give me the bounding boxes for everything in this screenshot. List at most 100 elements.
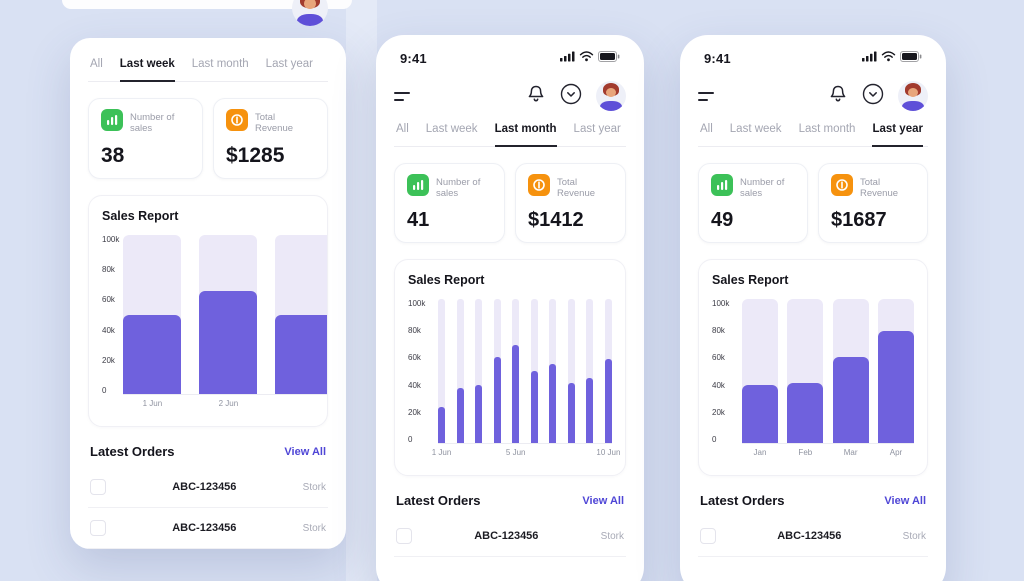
chart-bar-track bbox=[567, 299, 575, 443]
tab-last-week[interactable]: Last week bbox=[425, 123, 478, 135]
tab-last-year[interactable]: Last year bbox=[265, 58, 313, 70]
y-tick-label: 60k bbox=[712, 353, 725, 363]
y-tick-label: 0 bbox=[712, 434, 717, 444]
sales-stat-card[interactable]: Number of sales 38 bbox=[88, 98, 203, 179]
bell-icon[interactable] bbox=[828, 84, 848, 109]
sales-stat-card[interactable]: Number of sales 49 bbox=[698, 163, 808, 243]
chart-bar-fill bbox=[123, 314, 182, 394]
avatar[interactable] bbox=[898, 81, 928, 111]
avatar bbox=[292, 0, 328, 26]
tab-last-week[interactable]: Last week bbox=[729, 123, 782, 135]
avatar-body bbox=[297, 13, 323, 26]
table-row[interactable]: ABC-123456 Stork bbox=[88, 508, 328, 549]
x-tick-label: 1 Jun bbox=[431, 448, 452, 457]
chart-bar-fill bbox=[549, 363, 557, 443]
tab-last-month[interactable]: Last month bbox=[798, 123, 856, 135]
order-id: ABC-123456 bbox=[172, 481, 237, 493]
background-stripe bbox=[346, 0, 377, 581]
chart-bar-track bbox=[438, 299, 445, 443]
chart-bar-track bbox=[475, 299, 483, 443]
sales-bars-icon bbox=[711, 174, 733, 201]
chevron-circle-icon[interactable] bbox=[862, 83, 884, 110]
tab-all[interactable]: All bbox=[396, 123, 409, 135]
latest-orders-title: Latest Orders bbox=[700, 493, 785, 508]
order-checkbox[interactable] bbox=[396, 528, 412, 544]
x-tick-label: Mar bbox=[843, 448, 858, 457]
table-row[interactable]: ABC-123456 Stork bbox=[698, 516, 928, 557]
sales-stat-label: Number of sales bbox=[130, 111, 175, 134]
table-row[interactable]: ABC-123456 Stork bbox=[88, 467, 328, 508]
y-tick-label: 20k bbox=[712, 407, 725, 417]
wifi-icon bbox=[881, 49, 896, 67]
chart-bar: 1 Jun bbox=[123, 235, 182, 408]
sales-stat-card[interactable]: Number of sales 41 bbox=[394, 163, 505, 243]
tab-last-week[interactable]: Last week bbox=[119, 58, 175, 82]
view-all-link[interactable]: View All bbox=[582, 494, 624, 507]
revenue-stat-value: $1687 bbox=[831, 209, 887, 231]
signal-icon bbox=[560, 49, 575, 67]
sales-stat-value: 38 bbox=[101, 144, 125, 167]
latest-orders-section: Latest Orders View All ABC-123456 Stork bbox=[698, 491, 928, 557]
y-tick-label: 100k bbox=[712, 299, 730, 308]
chart-bar-fill bbox=[512, 345, 520, 443]
status-time: 9:41 bbox=[704, 50, 731, 66]
chart-bar-fill bbox=[832, 356, 869, 443]
chart-bar: Mar bbox=[832, 299, 869, 457]
chevron-circle-icon[interactable] bbox=[560, 83, 582, 110]
status-bar: 9:41 bbox=[394, 45, 626, 71]
tab-last-year[interactable]: Last year bbox=[872, 123, 923, 147]
view-all-link[interactable]: View All bbox=[284, 445, 326, 458]
view-all-link[interactable]: View All bbox=[884, 494, 926, 507]
revenue-stat-value: $1412 bbox=[528, 209, 584, 231]
avatar-face bbox=[606, 87, 616, 97]
sales-report-chart: 100k 80k 60k 40k 20k 0 Jan Feb Mar Apr bbox=[712, 299, 914, 462]
battery-icon bbox=[900, 49, 922, 67]
revenue-stat-card[interactable]: Total Revenue $1687 bbox=[818, 163, 928, 243]
period-tabs: All Last week Last month Last year bbox=[88, 54, 328, 82]
chart-bar-track bbox=[456, 299, 464, 443]
menu-icon[interactable] bbox=[698, 91, 716, 101]
wifi-icon bbox=[579, 49, 594, 67]
tab-last-month[interactable]: Last month bbox=[494, 123, 557, 147]
menu-icon[interactable] bbox=[394, 91, 412, 101]
order-id: ABC-123456 bbox=[172, 522, 237, 534]
x-tick-label: 1 Jun bbox=[142, 399, 163, 408]
x-tick-label: Apr bbox=[889, 448, 903, 457]
table-row[interactable]: ABC-123456 Stork bbox=[394, 516, 626, 557]
tab-all[interactable]: All bbox=[90, 58, 103, 70]
y-tick-label: 40k bbox=[408, 380, 421, 390]
chart-bar-fill bbox=[199, 290, 258, 394]
chart-bar-track bbox=[586, 299, 594, 443]
chart-bars-area: 1 Jun 5 Jun 10 Jun bbox=[432, 299, 620, 457]
status-icons bbox=[862, 49, 922, 67]
sales-report-chart: 100k 80k 60k 40k 20k 0 1 Jun 2 Jun bbox=[102, 235, 327, 413]
latest-orders-title: Latest Orders bbox=[396, 493, 481, 508]
revenue-stat-card[interactable]: Total Revenue $1285 bbox=[213, 98, 328, 179]
sales-report-chart: 100k 80k 60k 40k 20k 0 1 Jun 5 Jun 10 Jun bbox=[408, 299, 620, 462]
order-checkbox[interactable] bbox=[90, 479, 106, 495]
period-tabs: All Last week Last month Last year bbox=[394, 119, 626, 147]
tab-all[interactable]: All bbox=[700, 123, 713, 135]
chart-bar-fill bbox=[787, 382, 824, 443]
chart-bar: Apr bbox=[877, 299, 914, 457]
order-checkbox[interactable] bbox=[700, 528, 716, 544]
chart-bars-area: 1 Jun 2 Jun bbox=[123, 235, 327, 408]
chart-bar-fill bbox=[275, 314, 327, 394]
phone-mockup-last-month: 9:41 All Last week Last month Last year bbox=[376, 35, 644, 581]
y-tick-label: 100k bbox=[408, 299, 426, 308]
tab-last-month[interactable]: Last month bbox=[191, 58, 249, 70]
sales-stat-label: Number of sales bbox=[740, 176, 785, 199]
order-status: Stork bbox=[302, 522, 326, 534]
chart-bar bbox=[493, 299, 501, 443]
revenue-stat-card[interactable]: Total Revenue $1412 bbox=[515, 163, 626, 243]
chart-bar bbox=[475, 299, 483, 443]
sales-report-card: Sales Report 100k 80k 60k 40k 20k 0 1 Jun 5 Ju… bbox=[394, 259, 626, 476]
chart-bar bbox=[456, 299, 464, 443]
tab-last-year[interactable]: Last year bbox=[573, 123, 621, 135]
avatar[interactable] bbox=[596, 81, 626, 111]
y-tick-label: 40k bbox=[712, 380, 725, 390]
chart-bar-fill bbox=[567, 382, 575, 443]
avatar-image bbox=[292, 0, 328, 26]
order-checkbox[interactable] bbox=[90, 520, 106, 536]
bell-icon[interactable] bbox=[526, 84, 546, 109]
